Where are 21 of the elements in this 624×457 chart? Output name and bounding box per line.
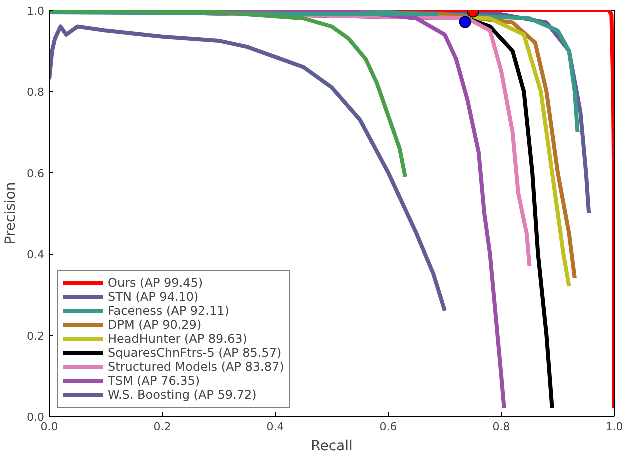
x-tick-label: 0.4 [266,420,284,434]
y-tick-label: 0.8 [27,86,45,100]
legend-label: Faceness (AP 92.11) [108,304,230,318]
x-tick-label: 0.6 [380,420,398,434]
y-tick-label: 0.4 [27,248,45,262]
y-tick-label: 0.2 [27,330,45,343]
legend-label: STN (AP 94.10) [108,290,199,304]
x-tick-label: 0.2 [154,420,172,434]
y-tick-label: 0.6 [27,167,45,180]
x-tick-label: 0.8 [492,420,510,434]
legend-label: Structured Models (AP 83.87) [108,360,284,374]
legend-label: W.S. Boosting (AP 59.72) [108,388,257,402]
legend-label: HeadHunter (AP 89.63) [108,332,248,346]
y-tick-label: 1.0 [27,5,45,18]
legend-label: SquaresChnFtrs-5 (AP 85.57) [108,346,282,360]
x-axis-title: Recall [311,438,353,454]
x-tick-label: 1.0 [606,420,624,434]
y-axis-title: Precision [3,182,20,245]
legend-label: DPM (AP 90.29) [108,318,202,332]
legend-label: Ours (AP 99.45) [108,276,204,290]
legend-label: TSM (AP 76.35) [108,374,200,388]
